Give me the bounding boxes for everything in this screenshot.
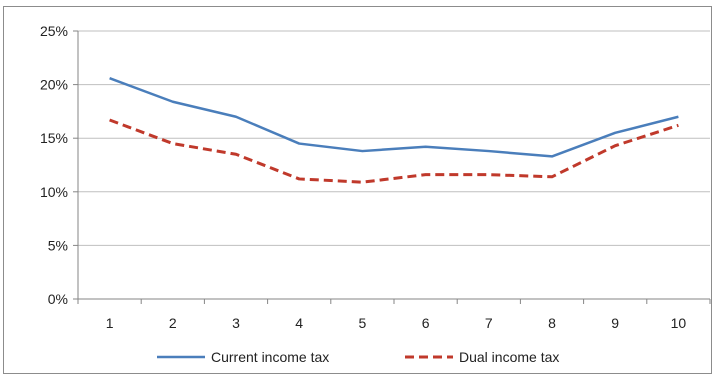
y-tick-label: 25%: [40, 23, 68, 39]
x-tick-label: 2: [169, 315, 177, 331]
legend: Current income tax Dual income tax: [157, 349, 559, 365]
gridlines: [78, 30, 710, 246]
x-tick-label: 9: [611, 315, 619, 331]
x-tick-label: 10: [671, 315, 687, 331]
x-tick-label: 3: [232, 315, 240, 331]
x-tick-label: 7: [485, 315, 493, 331]
x-tick-label: 4: [295, 315, 303, 331]
x-tick-label: 1: [106, 315, 114, 331]
series-line-1: [109, 76, 679, 158]
legend-label-2: Dual income tax: [459, 349, 559, 365]
x-tick-labels: 1 2 3 4 5 6 7 8 9 10: [106, 315, 687, 331]
chart-frame: [3, 6, 712, 374]
x-tick-label: 8: [548, 315, 556, 331]
y-tick-label: 5%: [48, 237, 68, 253]
x-tick-label: 5: [359, 315, 367, 331]
y-tick-label: 15%: [40, 130, 68, 146]
x-tick-label: 6: [422, 315, 430, 331]
y-tick-labels: 0% 5% 10% 15% 20% 25%: [40, 23, 68, 307]
series-lines: [109, 76, 679, 184]
axes: [73, 30, 711, 304]
y-tick-label: 20%: [40, 77, 68, 93]
y-tick-label: 10%: [40, 184, 68, 200]
legend-label-1: Current income tax: [211, 349, 329, 365]
y-tick-label: 0%: [48, 291, 68, 307]
series-line-2: [109, 118, 679, 184]
